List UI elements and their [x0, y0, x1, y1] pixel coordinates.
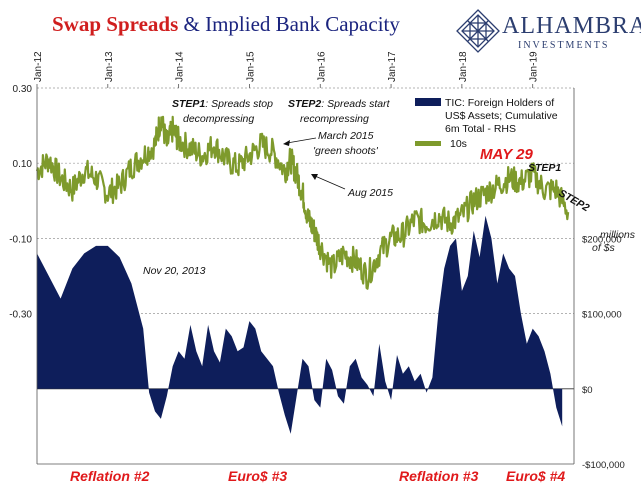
legend-tic-swatch: [415, 98, 441, 106]
x-tick-label: Jan-19: [529, 51, 540, 82]
alhambra-logo: ALHAMBRA INVESTMENTS: [456, 9, 641, 57]
diamond-lattice-icon: [456, 9, 500, 53]
unit-label-1: millions: [600, 229, 636, 241]
regime-reflation-3: Reflation #3: [399, 468, 479, 484]
annotation-step2: STEP2: Spreads start: [288, 98, 391, 110]
x-tick-label: Jan-17: [387, 51, 398, 82]
arrowhead-march-2015: [283, 140, 290, 146]
tic-area: [37, 215, 563, 434]
spread-line-layer: [35, 115, 570, 290]
x-tick-label: Jan-12: [33, 51, 44, 82]
annotation-step2-line2: recompressing: [300, 113, 369, 125]
annotation-aug-2015: Aug 2015: [347, 187, 393, 199]
x-tick-label: Jan-14: [175, 51, 186, 82]
left-tick-label: -0.30: [9, 310, 32, 321]
left-tick-label: -0.10: [9, 234, 32, 245]
legend-tic-label-1: TIC: Foreign Holders of: [445, 97, 554, 109]
regime-euro-4: Euro$ #4: [506, 468, 565, 484]
tic-area-layer: [37, 215, 563, 434]
right-tick-label: $0: [582, 385, 593, 396]
x-tick-label: Jan-16: [316, 51, 327, 82]
right-tick-label: -$100,000: [582, 460, 625, 471]
title-swap-spreads: Swap Spreads: [52, 12, 179, 36]
regime-euro-3: Euro$ #3: [228, 468, 287, 484]
x-tick-label: Jan-15: [245, 51, 256, 82]
legend-tic-label-3: 6m Total - RHS: [445, 123, 516, 135]
x-tick-label: Jan-18: [458, 51, 469, 82]
right-tick-label: $100,000: [582, 310, 622, 321]
chart-title: Swap Spreads & Implied Bank Capacity: [52, 12, 400, 37]
annotation-may-29: MAY 29: [480, 146, 533, 163]
title-implied-capacity: & Implied Bank Capacity: [178, 12, 400, 36]
spread-10s-line: [35, 115, 570, 290]
axes-layer: Jan-12 Jan-13 Jan-14 Jan-15 Jan-16 Jan-17 Jan-…: [9, 51, 625, 471]
legend-tic-label-2: US$ Assets; Cumulative: [445, 110, 558, 122]
regime-reflation-2: Reflation #2: [70, 468, 150, 484]
annotation-green-shoots: 'green shoots': [313, 145, 379, 157]
logo-name: ALHAMBRA: [502, 13, 641, 39]
annotation-march-2015: March 2015: [318, 130, 374, 142]
legend-spread-label: 10s: [450, 138, 467, 150]
annotation-nov-2013: Nov 20, 2013: [143, 265, 206, 277]
unit-label-2: of $s: [592, 242, 616, 254]
x-tick-label: Jan-13: [104, 51, 115, 82]
left-tick-label: 0.30: [13, 84, 33, 95]
arrowhead-aug-2015: [311, 174, 318, 180]
annotation-step1-line2: decompressing: [183, 113, 254, 125]
right-tick-label: $200,000: [582, 234, 622, 245]
arrow-aug-2015: [314, 175, 346, 190]
arrow-march-2015: [286, 137, 317, 144]
annotation-step1-short: STEP1: [528, 162, 561, 174]
logo-subtitle: INVESTMENTS: [518, 40, 610, 51]
legend-spread-swatch: [415, 141, 441, 146]
annotation-step1: STEP1: Spreads stop: [172, 98, 273, 110]
left-tick-label: 0.10: [13, 159, 33, 170]
